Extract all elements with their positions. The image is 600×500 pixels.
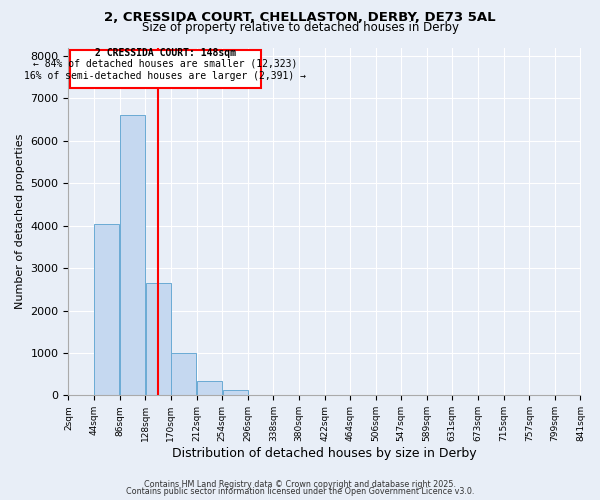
Text: Contains public sector information licensed under the Open Government Licence v3: Contains public sector information licen… [126,487,474,496]
Bar [171,352,196,396]
Bar [70,50,261,88]
Bar [94,224,119,396]
Bar [146,283,170,396]
Bar [223,390,248,396]
Text: 16% of semi-detached houses are larger (2,391) →: 16% of semi-detached houses are larger (… [25,72,307,82]
Y-axis label: Number of detached properties: Number of detached properties [15,134,25,309]
Text: ← 84% of detached houses are smaller (12,323): ← 84% of detached houses are smaller (12… [33,58,298,68]
Bar [120,114,145,396]
Text: Size of property relative to detached houses in Derby: Size of property relative to detached ho… [142,21,458,34]
X-axis label: Distribution of detached houses by size in Derby: Distribution of detached houses by size … [172,447,477,460]
Text: 2, CRESSIDA COURT, CHELLASTON, DERBY, DE73 5AL: 2, CRESSIDA COURT, CHELLASTON, DERBY, DE… [104,11,496,24]
Text: 2 CRESSIDA COURT: 148sqm: 2 CRESSIDA COURT: 148sqm [95,48,236,58]
Text: Contains HM Land Registry data © Crown copyright and database right 2025.: Contains HM Land Registry data © Crown c… [144,480,456,489]
Bar [197,381,222,396]
